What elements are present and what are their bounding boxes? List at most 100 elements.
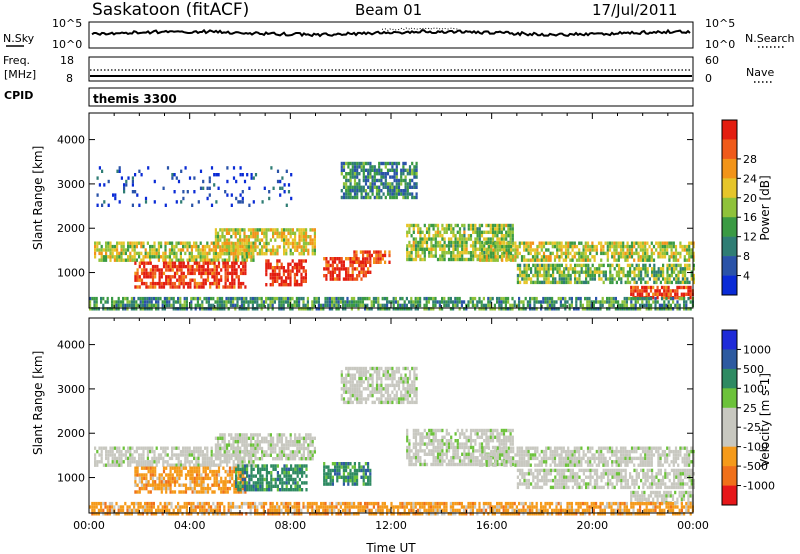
data-cell (180, 473, 183, 477)
data-cell (256, 238, 259, 242)
data-cell (124, 449, 127, 454)
data-cell (629, 263, 632, 268)
data-cell (193, 446, 196, 450)
data-cell (184, 486, 188, 491)
data-cell (347, 274, 350, 278)
data-cell (151, 449, 154, 454)
data-cell (217, 231, 220, 235)
data-cell (625, 307, 628, 311)
data-cell (174, 300, 177, 304)
data-cell (228, 443, 231, 447)
data-cell (507, 223, 510, 228)
data-cell (458, 240, 462, 245)
data-cell (243, 467, 246, 471)
data-cell (250, 467, 253, 471)
data-cell (569, 267, 572, 271)
data-cell (230, 203, 233, 207)
data-cell (360, 475, 363, 479)
data-cell (107, 203, 110, 207)
data-cell (338, 472, 341, 476)
data-cell (298, 307, 301, 311)
data-cell (458, 300, 461, 304)
data-cell (410, 251, 413, 255)
data-cell (212, 258, 215, 262)
data-cell (436, 227, 440, 231)
data-cell (362, 366, 365, 371)
data-cell (204, 278, 207, 282)
data-cell (441, 223, 444, 228)
data-cell (175, 258, 178, 262)
data-cell (684, 280, 687, 285)
data-cell (637, 270, 640, 274)
n-sky-tick-top: 10^5 (52, 17, 82, 30)
data-cell (504, 300, 507, 304)
data-cell (585, 270, 588, 274)
data-cell (350, 300, 353, 304)
data-cell (685, 251, 689, 256)
data-cell (189, 483, 192, 487)
data-cell (235, 275, 238, 279)
data-cell (349, 192, 352, 196)
data-cell (292, 481, 295, 485)
data-cell (445, 223, 448, 228)
data-cell (168, 241, 171, 245)
data-cell (589, 251, 592, 256)
data-cell (347, 178, 350, 183)
data-cell (331, 260, 334, 264)
data-cell (272, 252, 275, 256)
data-cell (289, 457, 292, 461)
data-cell (353, 195, 357, 200)
data-cell (527, 251, 530, 256)
data-cell (585, 273, 588, 278)
data-cell (596, 270, 599, 274)
data-cell (236, 443, 239, 447)
data-cell (553, 258, 557, 262)
data-cell (158, 473, 161, 477)
data-cell (615, 263, 618, 268)
data-cell (136, 473, 139, 477)
data-cell (641, 292, 644, 296)
data-cell (186, 456, 189, 461)
data-cell (194, 303, 197, 308)
data-cell (636, 300, 639, 304)
data-cell (256, 245, 259, 249)
data-cell (460, 300, 463, 304)
data-cell (107, 456, 110, 461)
data-cell (230, 241, 233, 245)
data-cell (443, 257, 446, 262)
data-cell (201, 456, 204, 461)
data-cell (247, 453, 250, 457)
data-cell (456, 300, 459, 304)
data-cell (498, 244, 502, 249)
data-cell (467, 257, 470, 262)
data-cell (206, 275, 210, 279)
data-cell (538, 263, 541, 268)
data-cell (358, 178, 361, 183)
data-cell (292, 471, 295, 475)
data-cell (467, 237, 470, 241)
data-cell (622, 273, 625, 278)
data-cell (215, 200, 218, 204)
data-cell (177, 463, 180, 467)
data-cell (529, 303, 532, 308)
data-cell (96, 244, 99, 249)
data-cell (287, 471, 290, 475)
data-cell (272, 464, 275, 468)
data-cell (369, 185, 372, 189)
data-cell (109, 241, 112, 245)
data-cell (276, 464, 279, 468)
data-cell (217, 261, 221, 265)
data-cell (265, 272, 268, 277)
data-cell (628, 255, 631, 259)
data-cell (645, 307, 648, 311)
data-cell (523, 263, 526, 268)
data-cell (187, 473, 190, 477)
data-cell (228, 258, 231, 262)
data-cell (682, 285, 686, 290)
data-cell (408, 182, 412, 186)
data-cell (258, 241, 261, 246)
data-cell (519, 263, 522, 268)
data-cell (545, 273, 548, 278)
colorbar-tick-label: 24 (743, 172, 757, 185)
data-cell (415, 168, 418, 172)
